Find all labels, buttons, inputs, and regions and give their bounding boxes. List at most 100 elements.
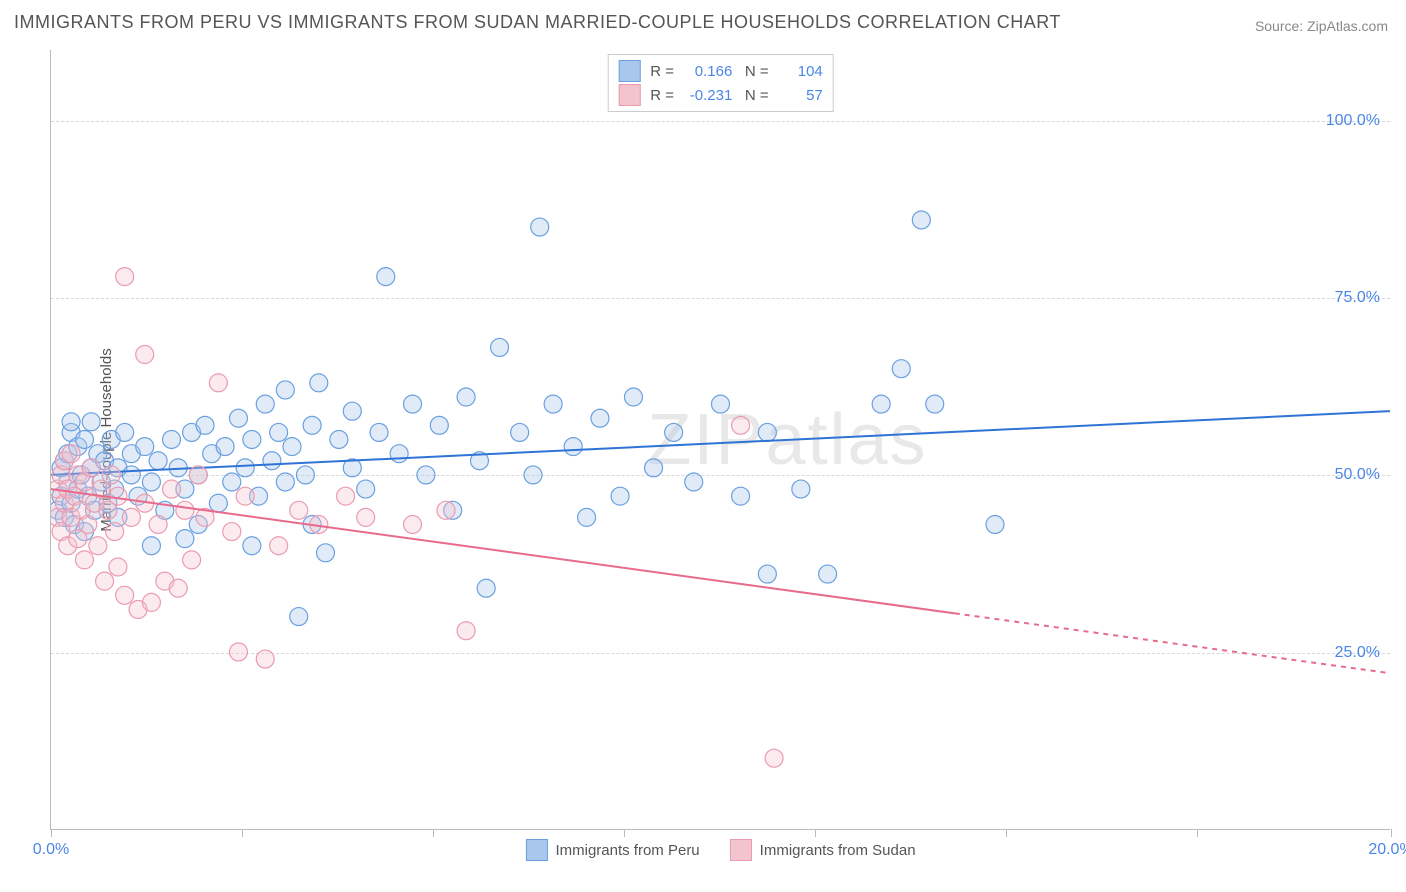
data-point — [75, 431, 93, 449]
data-point — [758, 565, 776, 583]
data-point — [524, 466, 542, 484]
x-tick — [1197, 829, 1198, 837]
data-point — [343, 402, 361, 420]
data-point — [591, 409, 609, 427]
data-point — [276, 381, 294, 399]
data-point — [645, 459, 663, 477]
chart-title: IMMIGRANTS FROM PERU VS IMMIGRANTS FROM … — [14, 12, 1061, 33]
data-point — [404, 515, 422, 533]
data-point — [196, 416, 214, 434]
data-point — [270, 537, 288, 555]
data-point — [62, 413, 80, 431]
data-point — [79, 515, 97, 533]
trend-line — [51, 489, 955, 613]
data-point — [116, 423, 134, 441]
data-point — [437, 501, 455, 519]
data-point — [283, 438, 301, 456]
data-point — [926, 395, 944, 413]
data-point — [892, 360, 910, 378]
correlation-legend: R = 0.166 N = 104 R = -0.231 N = 57 — [607, 54, 834, 112]
data-point — [611, 487, 629, 505]
legend-item: Immigrants from Sudan — [730, 839, 916, 861]
legend-label: Immigrants from Peru — [555, 842, 699, 859]
data-point — [223, 473, 241, 491]
legend-row: R = -0.231 N = 57 — [618, 83, 823, 107]
data-point — [216, 438, 234, 456]
data-point — [169, 579, 187, 597]
data-point — [417, 466, 435, 484]
data-point — [209, 494, 227, 512]
data-point — [122, 508, 140, 526]
data-point — [290, 501, 308, 519]
data-point — [337, 487, 355, 505]
data-point — [229, 409, 247, 427]
x-tick — [815, 829, 816, 837]
data-point — [116, 586, 134, 604]
data-point — [142, 537, 160, 555]
data-point — [564, 438, 582, 456]
legend-stat: R = 0.166 N = 104 — [650, 63, 823, 80]
x-tick — [433, 829, 434, 837]
data-point — [290, 608, 308, 626]
data-point — [792, 480, 810, 498]
data-point — [457, 622, 475, 640]
data-point — [370, 423, 388, 441]
data-point — [75, 551, 93, 569]
data-point — [109, 558, 127, 576]
x-tick — [242, 829, 243, 837]
data-point — [236, 487, 254, 505]
data-point — [712, 395, 730, 413]
x-tick-label: 0.0% — [33, 841, 69, 859]
data-point — [732, 487, 750, 505]
trend-line-extrapolated — [955, 613, 1390, 673]
legend-stat: R = -0.231 N = 57 — [650, 87, 823, 104]
data-point — [149, 515, 167, 533]
data-point — [256, 395, 274, 413]
data-point — [102, 466, 120, 484]
data-point — [758, 423, 776, 441]
data-point — [229, 643, 247, 661]
source-attribution: Source: ZipAtlas.com — [1255, 18, 1388, 34]
data-point — [511, 423, 529, 441]
data-point — [276, 473, 294, 491]
legend-swatch — [618, 84, 640, 106]
data-point — [685, 473, 703, 491]
data-point — [732, 416, 750, 434]
legend-row: R = 0.166 N = 104 — [618, 59, 823, 83]
x-tick — [1006, 829, 1007, 837]
data-point — [209, 374, 227, 392]
data-point — [142, 593, 160, 611]
data-point — [106, 523, 124, 541]
data-point — [270, 423, 288, 441]
data-point — [236, 459, 254, 477]
x-tick — [624, 829, 625, 837]
data-point — [317, 544, 335, 562]
data-point — [142, 473, 160, 491]
data-point — [390, 445, 408, 463]
data-point — [263, 452, 281, 470]
data-point — [404, 395, 422, 413]
data-point — [377, 268, 395, 286]
legend-swatch — [730, 839, 752, 861]
data-point — [82, 459, 100, 477]
data-point — [116, 268, 134, 286]
x-tick-label: 20.0% — [1368, 841, 1406, 859]
data-point — [163, 480, 181, 498]
data-point — [430, 416, 448, 434]
data-point — [62, 445, 80, 463]
legend-label: Immigrants from Sudan — [760, 842, 916, 859]
data-point — [912, 211, 930, 229]
data-point — [872, 395, 890, 413]
data-point — [82, 413, 100, 431]
data-point — [491, 338, 509, 356]
data-point — [149, 452, 167, 470]
data-point — [819, 565, 837, 583]
legend-swatch — [525, 839, 547, 861]
x-tick — [1391, 829, 1392, 837]
data-point — [243, 537, 261, 555]
data-point — [310, 374, 328, 392]
data-point — [189, 466, 207, 484]
data-point — [765, 749, 783, 767]
data-point — [183, 551, 201, 569]
data-point — [136, 346, 154, 364]
